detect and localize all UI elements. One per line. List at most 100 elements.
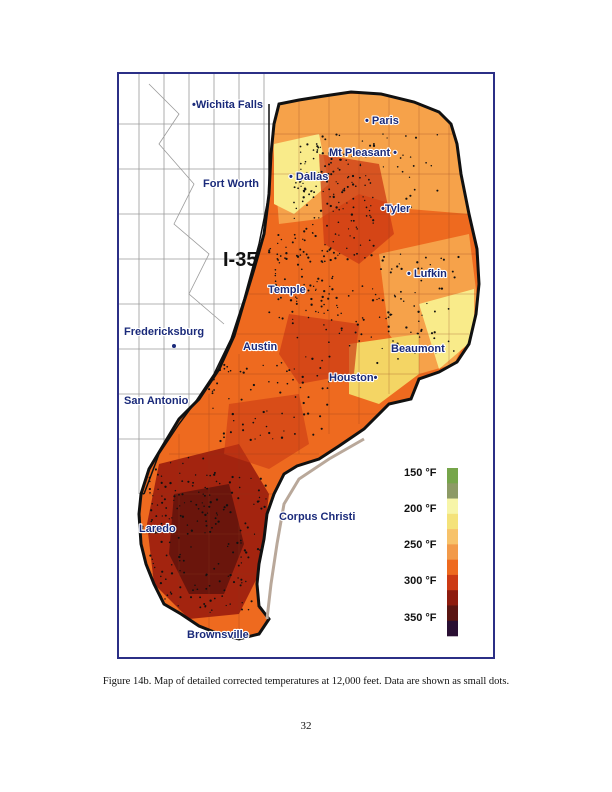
data-dot — [232, 419, 235, 422]
data-dot — [325, 177, 328, 180]
data-dot — [217, 520, 220, 523]
data-dot — [326, 387, 329, 390]
data-dot — [179, 514, 182, 517]
data-dot — [306, 412, 310, 415]
data-dot — [320, 427, 323, 430]
data-dot — [447, 340, 450, 343]
data-dot — [343, 187, 346, 190]
data-dot — [330, 161, 332, 164]
data-dot — [295, 254, 298, 257]
data-dot — [313, 191, 316, 194]
data-dot — [323, 303, 325, 306]
data-dot — [378, 316, 381, 318]
data-dot — [336, 304, 338, 307]
data-dot — [240, 398, 243, 401]
data-dot — [328, 151, 331, 155]
data-dot — [177, 605, 179, 607]
south-hottest-zone — [169, 484, 244, 594]
data-dot — [278, 262, 281, 264]
data-dot — [316, 149, 319, 151]
data-dot — [304, 163, 306, 165]
data-dot — [182, 559, 185, 562]
data-dot — [293, 217, 295, 220]
data-dot — [280, 436, 284, 439]
data-dot — [327, 172, 330, 176]
data-dot — [436, 133, 439, 136]
data-dot — [194, 474, 197, 476]
data-dot — [299, 254, 302, 256]
data-dot — [350, 213, 354, 216]
data-dot — [440, 287, 444, 290]
data-dot — [160, 540, 163, 544]
data-dot — [291, 322, 294, 325]
data-dot — [223, 589, 226, 592]
data-dot — [355, 320, 358, 323]
data-dot — [307, 289, 310, 292]
data-dot — [325, 328, 327, 331]
data-dot — [334, 233, 337, 235]
data-dot — [299, 145, 302, 148]
data-dot — [293, 201, 295, 204]
data-dot — [291, 310, 294, 313]
data-dot — [337, 182, 339, 185]
data-dot — [213, 597, 216, 600]
data-dot — [296, 263, 300, 266]
data-dot — [183, 571, 186, 574]
data-dot — [421, 314, 423, 316]
data-dot — [295, 302, 298, 305]
data-dot — [352, 197, 355, 200]
data-dot — [338, 134, 341, 137]
data-dot — [316, 374, 319, 377]
data-dot — [186, 532, 189, 535]
data-dot — [211, 526, 213, 529]
data-dot — [266, 539, 269, 543]
data-dot — [299, 386, 302, 389]
data-dot — [151, 558, 153, 560]
data-dot — [302, 182, 304, 185]
inland-hot-zone — [224, 394, 309, 469]
data-dot — [293, 233, 296, 236]
data-dot — [303, 230, 306, 233]
data-dot — [250, 600, 253, 603]
data-dot — [327, 297, 330, 300]
data-dot — [208, 584, 211, 587]
data-dot — [174, 489, 177, 492]
data-dot — [430, 332, 434, 335]
data-dot — [262, 364, 264, 367]
data-dot — [306, 204, 308, 207]
city-label-dallas: • Dallas — [289, 171, 328, 183]
data-dot — [365, 175, 367, 177]
data-dot — [300, 179, 302, 182]
data-dot — [228, 397, 230, 400]
legend-swatch — [447, 620, 458, 637]
beaumont-cool-zone — [419, 289, 474, 369]
data-dot — [348, 344, 351, 347]
data-dot — [311, 178, 314, 181]
data-dot — [303, 413, 306, 416]
data-dot — [225, 604, 227, 607]
data-dot — [314, 234, 317, 238]
data-dot — [302, 401, 305, 405]
data-dot — [413, 188, 416, 191]
data-dot — [332, 170, 335, 173]
data-dot — [237, 564, 240, 567]
data-dot — [199, 596, 202, 599]
data-dot — [168, 541, 171, 544]
data-dot — [368, 239, 371, 242]
data-dot — [274, 268, 277, 271]
data-dot — [319, 415, 322, 418]
data-dot — [216, 382, 219, 385]
data-dot — [330, 173, 333, 176]
data-dot — [334, 257, 337, 260]
data-dot — [329, 204, 332, 208]
data-dot — [178, 493, 180, 496]
data-dot — [238, 486, 241, 489]
data-dot — [387, 316, 390, 319]
data-dot — [149, 584, 153, 587]
data-dot — [293, 416, 295, 419]
data-dot — [320, 299, 323, 302]
data-dot — [213, 473, 216, 476]
data-dot — [335, 154, 338, 157]
data-dot — [204, 513, 207, 517]
data-dot — [151, 518, 153, 521]
